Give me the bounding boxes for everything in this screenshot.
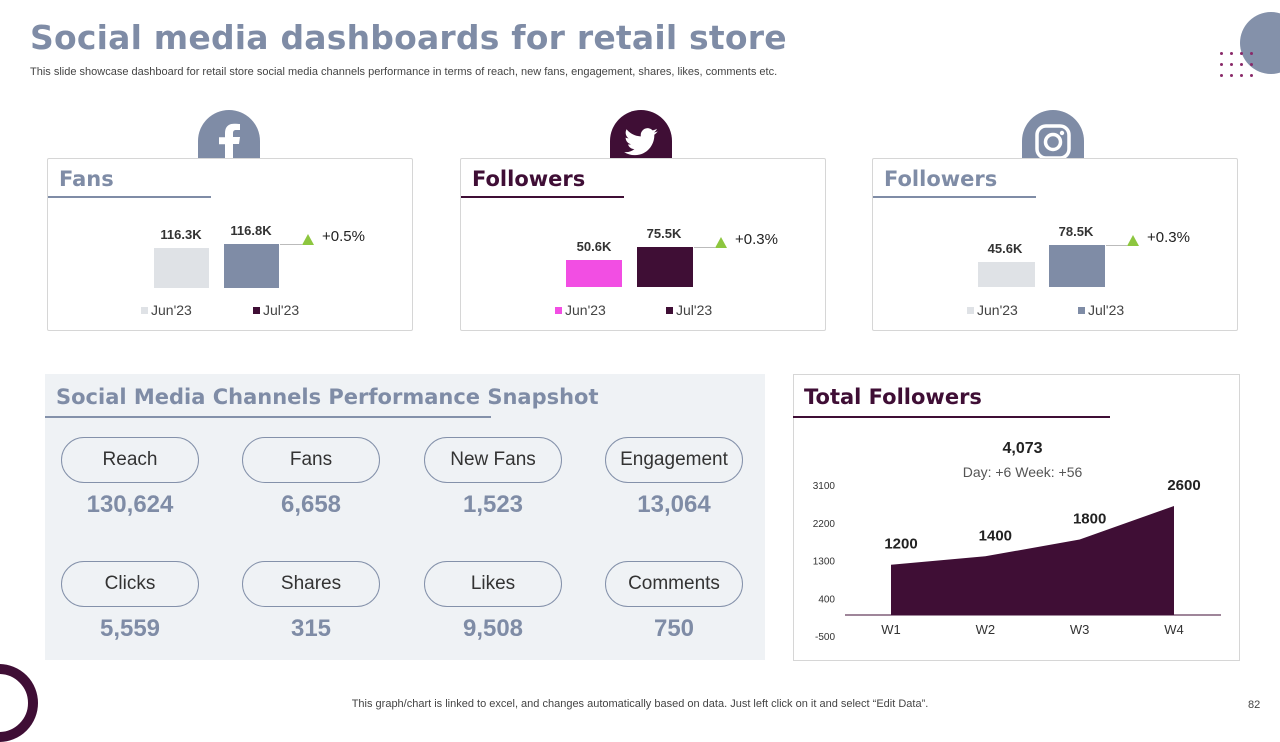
x-tick-label: W1	[881, 622, 901, 637]
metric-pill-engagement: Engagement	[605, 437, 743, 483]
legend-jun: Jun'23	[967, 302, 1018, 318]
legend-jul: Jul'23	[666, 302, 712, 318]
metric-value-engagement: 13,064	[637, 491, 711, 518]
bar-label-jul: 116.8K	[230, 223, 272, 238]
up-arrow-icon	[715, 237, 727, 248]
change-percent: +0.3%	[1147, 229, 1190, 246]
data-label: 1200	[884, 536, 917, 553]
total-followers-heading: Total Followers	[804, 385, 982, 409]
metric-pill-likes: Likes	[424, 561, 562, 607]
legend-jul: Jul'23	[1078, 302, 1124, 318]
change-percent: +0.5%	[322, 228, 365, 245]
bar-jul	[1049, 245, 1105, 287]
change-percent: +0.3%	[735, 231, 778, 248]
metric-value-fans: 6,658	[280, 491, 342, 518]
metric-pill-fans: Fans	[242, 437, 380, 483]
bar-label-jun: 116.3K	[160, 227, 202, 242]
card-heading: Followers	[884, 167, 998, 191]
y-tick-label: -500	[815, 632, 835, 643]
bar-label-jun: 45.6K	[987, 241, 1023, 256]
page-subtitle: This slide showcase dashboard for retail…	[30, 66, 778, 78]
bar-jun	[566, 260, 622, 287]
metric-value-clicks: 5,559	[99, 615, 161, 642]
legend-jun: Jun'23	[555, 302, 606, 318]
metric-value-new-fans: 1,523	[462, 491, 524, 518]
y-tick-label: 1300	[813, 557, 836, 568]
bar-label-jul: 78.5K	[1058, 224, 1094, 239]
y-tick-label: 400	[818, 594, 835, 605]
y-tick-label: 2200	[813, 519, 836, 530]
data-label: 1400	[979, 527, 1012, 544]
metric-pill-shares: Shares	[242, 561, 380, 607]
trend-line	[1106, 245, 1127, 246]
bar-jun	[154, 248, 209, 288]
page-number: 82	[1248, 699, 1261, 711]
metric-pill-reach: Reach	[61, 437, 199, 483]
facebook-fans-card: Fans 116.3K 116.8K +0.5% Jun'23 Jul'23	[47, 158, 413, 331]
snapshot-underline	[45, 416, 491, 418]
bar-jun	[978, 262, 1035, 287]
metric-value-comments: 750	[653, 615, 695, 642]
metric-value-reach: 130,624	[86, 491, 174, 518]
twitter-followers-card: Followers 50.6K 75.5K +0.3% Jun'23 Jul'2…	[460, 158, 826, 331]
x-tick-label: W4	[1164, 622, 1184, 637]
legend-label: Jun'23	[565, 302, 606, 318]
instagram-followers-card: Followers 45.6K 78.5K +0.3% Jun'23 Jul'2…	[872, 158, 1238, 331]
card-underline	[873, 196, 1036, 198]
bar-label-jun: 50.6K	[576, 239, 612, 254]
legend-label: Jun'23	[151, 302, 192, 318]
up-arrow-icon	[1127, 235, 1139, 246]
legend-label: Jul'23	[263, 302, 300, 318]
trend-line	[280, 244, 302, 245]
bar-jul	[224, 244, 279, 288]
card-underline	[48, 196, 211, 198]
y-tick-label: 3100	[813, 481, 836, 492]
up-arrow-icon	[302, 234, 314, 245]
legend-jul: Jul'23	[253, 302, 299, 318]
metric-value-likes: 9,508	[462, 615, 524, 642]
x-tick-label: W2	[976, 622, 996, 637]
footer-note: This graph/chart is linked to excel, and…	[351, 698, 929, 710]
facebook-icon	[219, 123, 240, 162]
x-tick-label: W3	[1070, 622, 1090, 637]
trend-line	[694, 247, 715, 248]
legend-label: Jul'23	[676, 302, 713, 318]
total-followers-delta: Day: +6 Week: +56	[962, 464, 1083, 480]
metric-pill-clicks: Clicks	[61, 561, 199, 607]
area-series	[891, 505, 1174, 616]
total-followers-underline	[793, 416, 1110, 418]
data-label: 1800	[1073, 511, 1106, 528]
legend-label: Jul'23	[1088, 302, 1125, 318]
page-title: Social media dashboards for retail store	[30, 18, 787, 57]
metric-pill-comments: Comments	[605, 561, 743, 607]
performance-snapshot-panel	[45, 374, 765, 660]
bar-jul	[637, 247, 693, 287]
metric-value-shares: 315	[290, 615, 332, 642]
metric-pill-new-fans: New Fans	[424, 437, 562, 483]
legend-jun: Jun'23	[141, 302, 192, 318]
snapshot-heading: Social Media Channels Performance Snapsh…	[56, 385, 599, 409]
card-heading: Followers	[472, 167, 586, 191]
instagram-icon	[1035, 123, 1071, 160]
data-label: 2600	[1167, 477, 1200, 494]
total-followers-value: 4,073	[1002, 440, 1043, 457]
card-underline	[461, 196, 624, 198]
total-followers-area-chart: -500 400 1300 2200 3100 W1 W2 W3 W4 1200 1400 1800 2…	[813, 477, 1221, 643]
decorative-dots	[1220, 52, 1260, 82]
twitter-icon	[624, 127, 658, 155]
card-heading: Fans	[59, 167, 114, 191]
bar-label-jul: 75.5K	[646, 226, 682, 241]
legend-label: Jun'23	[977, 302, 1018, 318]
